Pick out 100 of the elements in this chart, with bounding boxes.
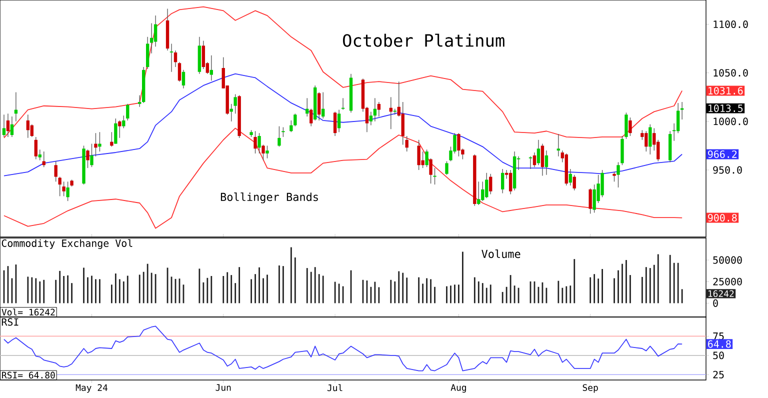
candlestick — [337, 109, 341, 132]
candlestick — [481, 181, 484, 202]
candlestick — [648, 124, 652, 155]
candlestick — [600, 170, 604, 198]
text: 64.8 — [708, 340, 731, 348]
annotation: RSI= 64.80 — [2, 372, 55, 379]
candlestick — [290, 120, 293, 132]
candlestick — [282, 126, 285, 138]
candlestick — [616, 162, 620, 188]
text: 900.8 — [708, 214, 737, 222]
y-tick-label: 1050.0 — [714, 69, 748, 77]
line-series — [4, 128, 683, 229]
candlestick — [38, 149, 42, 161]
text: 1013.5 — [708, 104, 743, 112]
chart-title: RSI — [2, 318, 18, 326]
y-tick-label: 1100.0 — [714, 20, 748, 28]
candlestick — [266, 145, 269, 159]
candlestick — [86, 149, 90, 168]
candlestick — [333, 111, 337, 136]
candlestick — [42, 151, 46, 168]
candlestick — [254, 130, 257, 154]
candlestick — [457, 132, 460, 157]
y-tick-label: 50000 — [713, 256, 742, 264]
candlestick — [341, 98, 345, 110]
candlestick — [278, 126, 281, 148]
candlestick — [310, 108, 313, 127]
annotation: Volume — [482, 250, 520, 258]
candlestick — [540, 143, 544, 176]
candlestick — [676, 102, 680, 134]
candlestick — [532, 152, 536, 168]
candlestick — [644, 130, 648, 152]
candlestick — [182, 70, 186, 89]
text: 1031.6 — [708, 86, 743, 94]
candlestick — [417, 140, 420, 170]
candlestick — [118, 120, 122, 138]
candlestick — [210, 55, 213, 81]
annotation: Vol= 16242 — [2, 308, 55, 316]
candlestick — [154, 15, 158, 47]
candlestick — [544, 150, 548, 176]
candlestick — [680, 102, 684, 120]
candlestick — [592, 184, 596, 214]
y-tick-label: 25 — [713, 370, 724, 378]
candlestick — [10, 116, 14, 138]
candlestick — [294, 113, 297, 127]
candlestick — [2, 114, 6, 138]
candlestick — [170, 43, 174, 72]
y-tick-label: 950.0 — [713, 166, 742, 174]
candlestick — [234, 94, 237, 114]
candlestick — [30, 124, 34, 138]
chart-title: Commodity Exchange Vol — [2, 239, 132, 249]
x-tick-label: Aug — [450, 384, 466, 393]
candlestick — [98, 132, 102, 152]
candlestick — [445, 160, 448, 176]
y-tick-label: 50 — [713, 352, 724, 360]
text: 966.2 — [708, 150, 737, 158]
annotation: Bollinger Bands — [220, 192, 318, 204]
candlestick — [477, 181, 480, 206]
candlestick — [34, 136, 38, 160]
candlestick — [568, 168, 572, 186]
candlestick — [110, 132, 114, 148]
candlestick — [54, 160, 58, 182]
text: 16242 — [708, 290, 734, 298]
candlestick — [377, 102, 381, 117]
candlestick — [556, 134, 560, 157]
x-tick-label: Jun — [216, 384, 231, 391]
candlestick — [146, 36, 150, 70]
candlestick — [572, 174, 576, 191]
candlestick — [66, 181, 70, 202]
candlestick — [122, 115, 126, 129]
y-tick-label: 25000 — [713, 278, 742, 286]
candlestick — [369, 111, 373, 126]
candlestick — [321, 92, 325, 119]
candlestick — [258, 132, 261, 154]
candlestick — [373, 98, 377, 122]
x-tick-label: Sep — [582, 384, 598, 393]
candlestick — [62, 181, 66, 197]
candlestick — [178, 62, 182, 82]
candlestick — [174, 50, 178, 68]
candlestick — [262, 144, 265, 161]
candlestick — [6, 113, 10, 138]
candlestick — [489, 174, 492, 195]
candlestick — [202, 40, 206, 70]
x-tick-label: Jul — [327, 384, 342, 392]
candlestick — [401, 102, 404, 146]
candlestick — [485, 172, 488, 198]
candlestick — [94, 132, 98, 157]
candlestick — [528, 156, 532, 170]
candlestick — [624, 112, 628, 140]
candlestick — [26, 114, 30, 138]
candlestick — [114, 118, 118, 144]
candlestick — [536, 140, 540, 166]
text: October Platinum — [343, 34, 504, 47]
candlestick — [500, 168, 504, 194]
candlestick — [138, 94, 142, 108]
candlestick — [588, 188, 592, 214]
x-tick-label: May 24 — [76, 384, 108, 393]
candlestick — [318, 92, 321, 121]
candlestick — [405, 136, 408, 152]
candlestick — [508, 170, 512, 195]
candlestick — [58, 176, 62, 197]
